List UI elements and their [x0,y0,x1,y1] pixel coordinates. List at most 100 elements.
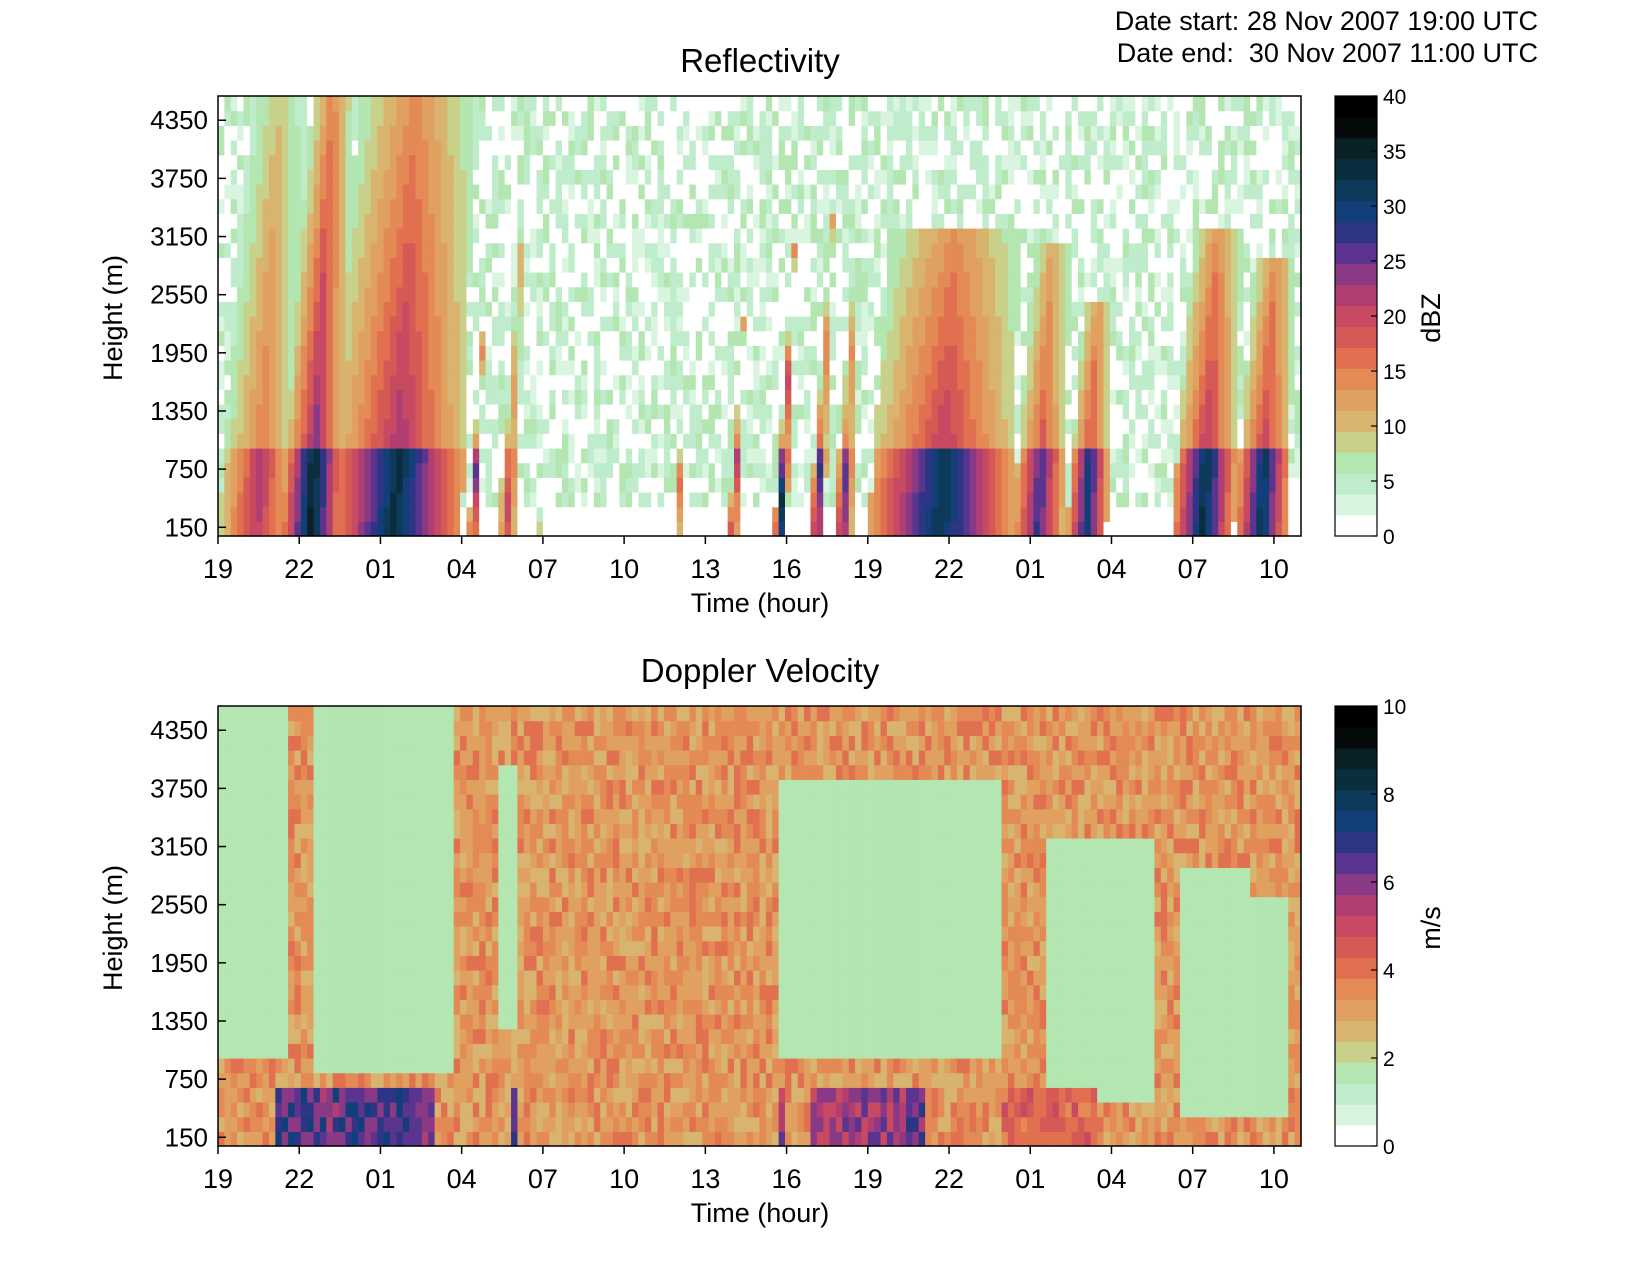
heatmap-cell [1186,330,1194,346]
heatmap-cell [855,184,863,200]
heatmap-cell [657,272,665,288]
heatmap-cell [275,125,283,141]
heatmap-cell [632,140,640,156]
heatmap-cell [612,286,620,302]
heatmap-cell [300,257,308,273]
heatmap-cell [536,374,544,390]
heatmap-cell [886,389,894,405]
heatmap-cell [523,433,531,449]
heatmap-cell [243,316,251,332]
heatmap-cell [823,228,831,244]
heatmap-cell [753,154,761,170]
heatmap-cell [657,169,665,185]
heatmap-cell [358,418,366,434]
heatmap-cell [370,257,378,273]
heatmap-cell [835,360,843,376]
heatmap-cell [218,418,225,434]
heatmap-cell [1262,184,1270,200]
heatmap-cell [982,213,990,229]
heatmap-cell [663,448,671,464]
heatmap-cell [1027,404,1035,420]
heatmap-cell [498,345,506,361]
heatmap-cell [644,169,652,185]
heatmap-cell [746,477,754,493]
heatmap-cell [517,389,525,405]
heatmap-cell [1007,228,1015,244]
heatmap-cell [810,345,818,361]
heatmap-cell [549,257,557,273]
heatmap-cell [1065,389,1073,405]
heatmap-cell [1084,140,1092,156]
heatmap-cell [893,272,901,288]
heatmap-cell [727,360,735,376]
heatmap-cell [1109,360,1117,376]
heatmap-cell [351,257,359,273]
heatmap-cell [396,506,404,522]
heatmap-cell [708,213,716,229]
heatmap-cell [1243,257,1251,273]
heatmap-cell [1058,330,1066,346]
heatmap-cell [262,492,270,508]
heatmap-cell [855,448,863,464]
heatmap-cell [721,184,729,200]
heatmap-cell [453,477,461,493]
heatmap-cell [848,301,856,317]
heatmap-cell [224,169,232,185]
heatmap-cell [434,110,442,126]
heatmap-cell [912,360,920,376]
heatmap-cell [479,374,487,390]
heatmap-cell [440,272,448,288]
heatmap-cell [867,316,875,332]
heatmap-cell [440,418,448,434]
heatmap-cell [542,374,550,390]
heatmap-cell [460,198,468,214]
heatmap-cell [657,242,665,258]
heatmap-cell [906,228,913,244]
heatmap-cell [848,184,856,200]
heatmap-cell [1230,316,1238,332]
heatmap-cell [294,477,302,493]
heatmap-cell [906,198,913,214]
heatmap-cell [1109,521,1117,537]
heatmap-cell [1014,301,1022,317]
heatmap-cell [453,433,461,449]
heatmap-cell [339,301,347,317]
heatmap-cell [810,433,818,449]
heatmap-cell [689,330,697,346]
heatmap-cell [893,96,901,112]
heatmap-cell [409,110,417,126]
heatmap-cell [1103,448,1111,464]
heatmap-cell [912,96,920,112]
heatmap-cell [1173,184,1181,200]
heatmap-cell [294,169,302,185]
heatmap-cell [683,433,691,449]
heatmap-cell [816,286,824,302]
heatmap-cell [944,154,952,170]
heatmap-cell [976,506,984,522]
heatmap-cell [517,506,525,522]
heatmap-cell [237,404,245,420]
heatmap-cell [479,462,487,478]
heatmap-cell [753,492,761,508]
heatmap-cell [829,301,837,317]
heatmap-cell [867,374,875,390]
heatmap-cell [243,506,251,522]
heatmap-cell [351,374,359,390]
heatmap-cell [1071,477,1079,493]
heatmap-cell [1103,242,1111,258]
heatmap-cell [784,316,792,332]
heatmap-cell [1250,257,1258,273]
heatmap-cell [562,96,569,112]
heatmap-cell [1014,125,1022,141]
heatmap-cell [1039,154,1047,170]
heatmap-cell [829,404,837,420]
heatmap-cell [944,506,952,522]
heatmap-cell [1090,448,1098,464]
heatmap-cell [632,272,640,288]
heatmap-cell [657,506,665,522]
heatmap-cell [1173,198,1181,214]
heatmap-cell [874,477,882,493]
heatmap-cell [574,418,582,434]
heatmap-cell [1122,228,1130,244]
heatmap-cell [734,184,741,200]
